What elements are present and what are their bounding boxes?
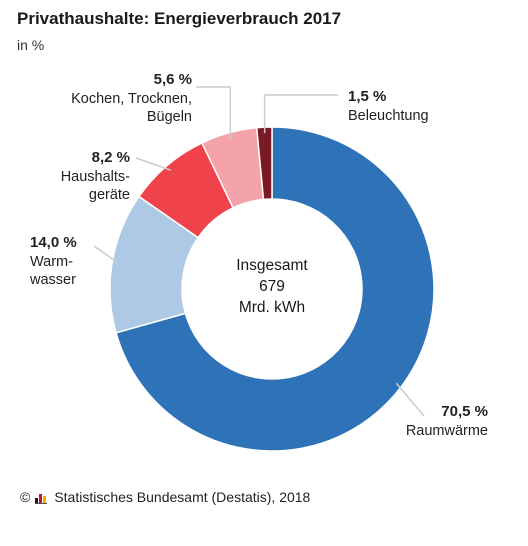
center-total-label: Insgesamt — [236, 257, 308, 274]
leader-line — [135, 157, 172, 171]
destatis-logo-icon — [35, 491, 49, 504]
slice-category-label: Beleuchtung — [348, 108, 429, 124]
center-total-label: Mrd. kWh — [239, 299, 305, 316]
donut-slice — [115, 126, 435, 452]
slice-value-label: 5,6 % — [154, 71, 192, 88]
center-total-label: 679 — [259, 278, 285, 295]
slice-value-label: 1,5 % — [348, 88, 386, 105]
leader-line — [263, 94, 338, 134]
chart-subtitle: in % — [17, 37, 45, 53]
source-footer: © Statistisches Bundesamt (Destatis), 20… — [20, 489, 310, 505]
donut-chart: 70,5 % Raumwärme 14,0 % Warm-wasser 8,2 % Hau… — [29, 71, 488, 452]
slice-category-label: Kochen, Trocknen, — [71, 91, 192, 107]
slice-value-label: 14,0 % — [30, 234, 77, 251]
slice-category-label: wasser — [29, 272, 76, 288]
source-text: Statistisches Bundesamt (Destatis), 2018 — [54, 489, 311, 505]
leader-line — [93, 245, 119, 264]
leader-line — [196, 86, 232, 139]
slice-value-label: 8,2 % — [92, 149, 130, 166]
chart-title: Privathaushalte: Energieverbrauch 2017 — [17, 9, 342, 28]
donut-slice — [255, 126, 273, 201]
slice-category-label: Warm- — [30, 254, 73, 270]
slice-category-label: Raumwärme — [406, 423, 488, 439]
slice-category-label: Haushalts- — [61, 169, 130, 185]
copyright-symbol: © — [20, 489, 31, 505]
leader-line — [395, 382, 425, 417]
slice-category-label: Bügeln — [147, 109, 192, 125]
slice-value-label: 70,5 % — [441, 403, 488, 420]
slice-category-label: geräte — [89, 187, 130, 203]
